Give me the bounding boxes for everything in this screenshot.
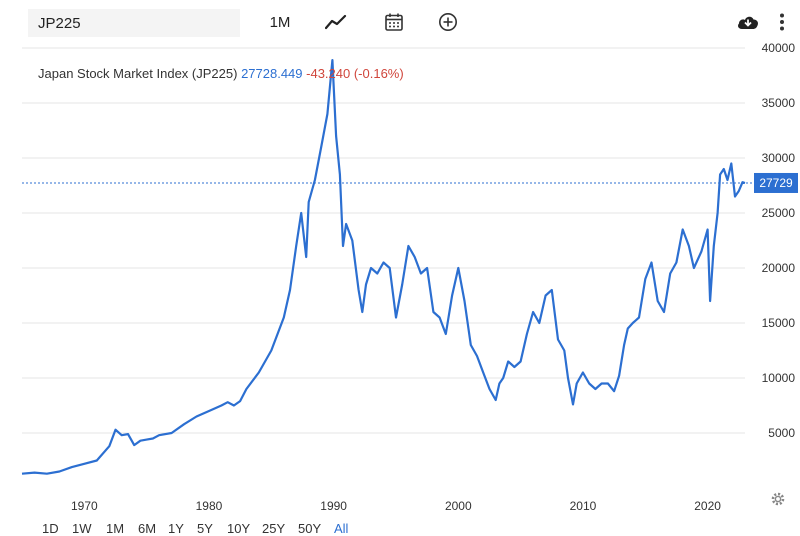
x-tick-label: 2010 (570, 499, 597, 513)
toolbar: 1M (0, 0, 800, 46)
x-tick-label: 1990 (320, 499, 347, 513)
index-price: 27728.449 (241, 66, 303, 81)
range-5y[interactable]: 5Y (197, 521, 213, 536)
y-tick-label: 20000 (762, 261, 796, 275)
x-tick-label: 1980 (196, 499, 223, 513)
range-1m[interactable]: 1M (106, 521, 125, 536)
y-tick-label: 30000 (762, 151, 796, 165)
add-indicator-button[interactable] (436, 8, 460, 36)
settings-button[interactable] (770, 491, 786, 512)
line-chart-icon (325, 14, 347, 30)
period-button[interactable]: 1M (269, 13, 291, 31)
y-axis: 5000 10000 15000 20000 25000 30000 35000 40000 (762, 41, 796, 440)
y-tick-label: 15000 (762, 316, 796, 330)
range-all[interactable]: All (334, 521, 349, 536)
grid-lines (22, 47, 745, 434)
calendar-icon (385, 13, 403, 31)
y-tick-label: 35000 (762, 96, 796, 110)
download-icon (738, 16, 759, 29)
range-6m[interactable]: 6M (138, 521, 157, 536)
range-1w[interactable]: 1W (72, 521, 92, 536)
y-tick-label: 25000 (762, 206, 796, 220)
range-1d[interactable]: 1D (42, 521, 59, 536)
index-name: Japan Stock Market Index (JP225) (38, 66, 238, 81)
range-50y[interactable]: 50Y (298, 521, 322, 536)
more-menu-button[interactable] (776, 8, 788, 36)
index-change: -43.240 (-0.16%) (306, 66, 404, 81)
calendar-button[interactable] (382, 8, 406, 36)
y-tick-label: 10000 (762, 371, 796, 385)
line-chart-button[interactable] (322, 8, 350, 36)
series-line (21, 59, 746, 475)
x-tick-label: 1970 (71, 499, 98, 513)
range-selector: 1D 1W 1M 6M 1Y 5Y 10Y 25Y 50Y All (0, 521, 400, 536)
plus-circle-icon (439, 13, 457, 31)
y-tick-label: 40000 (762, 41, 796, 55)
last-value-label: 27729 (759, 176, 793, 190)
y-tick-label: 5000 (768, 426, 795, 440)
range-1y[interactable]: 1Y (168, 521, 184, 536)
gear-icon (771, 492, 785, 506)
range-10y[interactable]: 10Y (227, 521, 251, 536)
x-axis: 1970 1980 1990 2000 2010 2020 (71, 499, 721, 513)
x-tick-label: 2020 (694, 499, 721, 513)
more-vertical-icon (780, 13, 784, 31)
last-value-badge: 27729 (754, 172, 798, 193)
chart-title: Japan Stock Market Index (JP225) 27728.4… (38, 66, 404, 81)
x-tick-label: 2000 (445, 499, 472, 513)
range-25y[interactable]: 25Y (262, 521, 286, 536)
download-button[interactable] (735, 8, 761, 36)
symbol-search-input[interactable] (28, 9, 240, 37)
